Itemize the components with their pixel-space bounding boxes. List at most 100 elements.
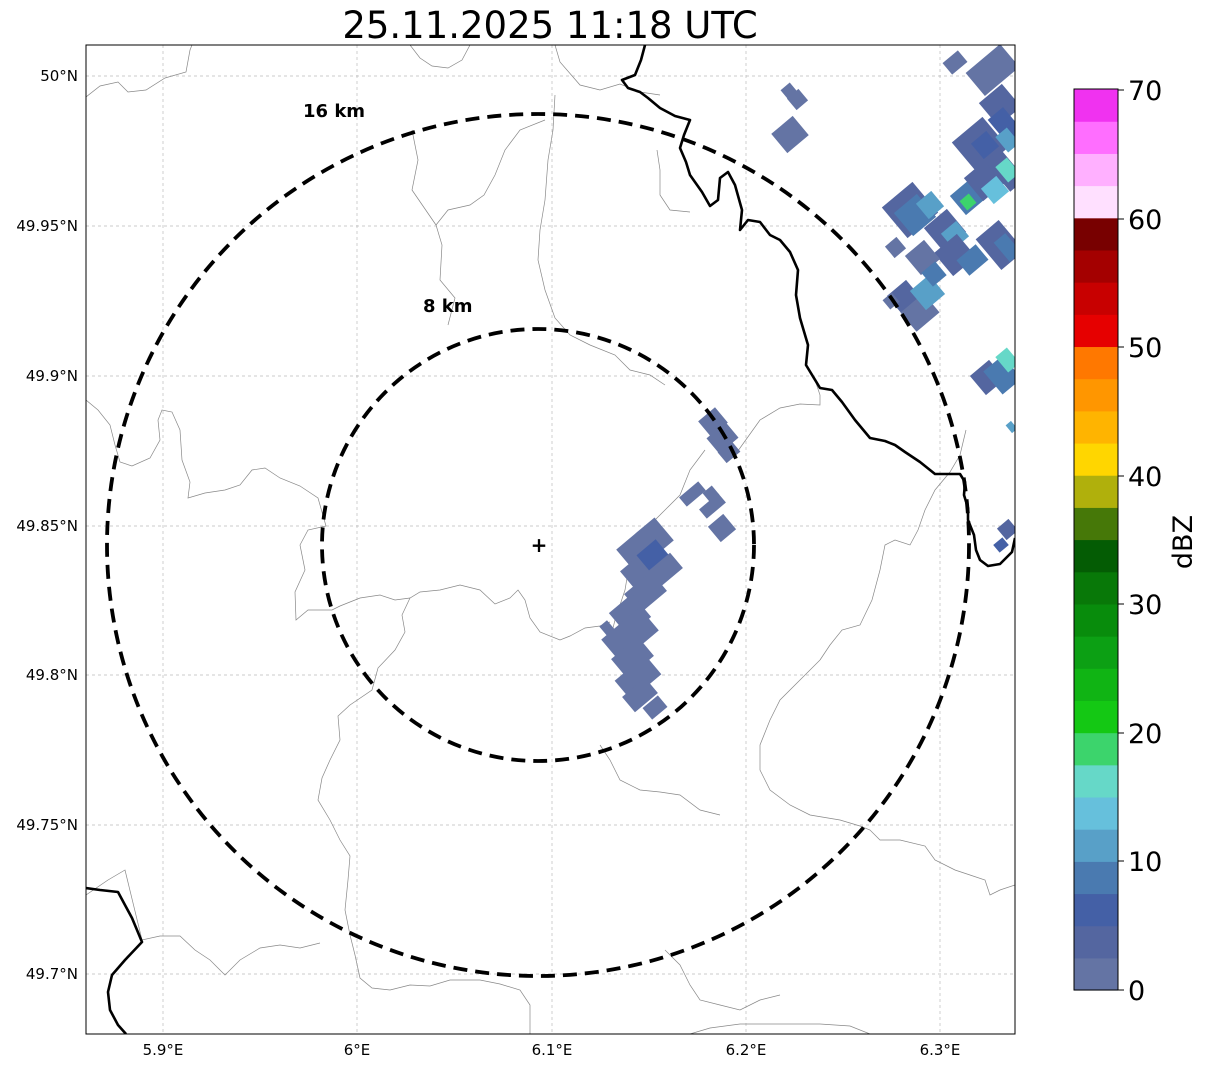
echo-pixel: [699, 493, 726, 519]
echo-pixel: [1005, 420, 1015, 434]
echo-pixel: [702, 485, 720, 503]
echo-pixel: [616, 517, 674, 573]
admin-borders: [86, 45, 1015, 1034]
echo-pixel: [980, 175, 1010, 205]
colorbar-bin: [1074, 410, 1118, 444]
colorbar-frame: [1073, 88, 1119, 991]
colorbar-tick-label: 50: [1128, 333, 1162, 364]
ring-label-16km: 16 km: [303, 101, 365, 122]
map-title: 25.11.2025 11:18 UTC: [342, 4, 758, 47]
colorbar-bin: [1074, 475, 1118, 508]
colorbar-bin: [1074, 764, 1118, 798]
echo-pixel: [614, 655, 662, 700]
lat-tick-label: 50°N: [40, 67, 78, 85]
colorbar-bin: [1074, 249, 1118, 283]
gridlines: [86, 45, 1015, 1034]
colorbar-bin: [1074, 314, 1118, 348]
echo-pixel: [611, 636, 654, 679]
colorbar-bin: [1074, 378, 1118, 412]
colorbar-bin: [1074, 603, 1118, 637]
echo-pixel: [717, 440, 741, 464]
echo-pixel: [599, 620, 615, 636]
colorbar-bin: [1074, 668, 1118, 701]
lat-tick-label: 49.85°N: [16, 517, 78, 535]
echo-pixel: [956, 244, 989, 276]
colorbar-bin: [1074, 925, 1118, 959]
range-rings: [105, 112, 971, 978]
range-ring-16km: [105, 112, 971, 978]
colorbar-bin: [1074, 346, 1118, 380]
echo-pixel: [642, 695, 668, 720]
colorbar-tick-label: 20: [1128, 719, 1162, 750]
colorbar-bin: [1074, 571, 1118, 605]
echo-pixel: [996, 518, 1015, 541]
echo-pixel: [884, 236, 907, 259]
echo-pixel: [983, 355, 1015, 395]
colorbar-bin: [1074, 829, 1118, 862]
colorbar-label: dBZ: [1168, 515, 1199, 569]
lon-tick-label: 5.9°E: [143, 1041, 184, 1059]
colorbar: [1074, 89, 1118, 991]
colorbar-tick-label: 40: [1128, 462, 1162, 493]
echo-pixel: [959, 193, 977, 211]
ring-label-8km: 8 km: [423, 296, 473, 317]
echo-pixel: [601, 607, 659, 663]
range-ring-8km: [320, 327, 756, 763]
colorbar-bin: [1074, 539, 1118, 573]
echo-pixel: [622, 677, 658, 713]
lat-tick-label: 49.75°N: [16, 816, 78, 834]
echo-pixel: [995, 157, 1015, 183]
lat-tick-label: 49.95°N: [16, 217, 78, 235]
lon-tick-label: 6.2°E: [726, 1041, 767, 1059]
colorbar-bin: [1074, 732, 1118, 766]
colorbar-ticks: [1118, 89, 1124, 991]
echo-pixel: [970, 130, 1000, 160]
colorbar-bin: [1074, 185, 1118, 219]
colorbar-bin: [1074, 700, 1118, 734]
map-plot-area: 8 km 16 km +: [86, 45, 1015, 1034]
echo-pixel: [993, 537, 1009, 553]
colorbar-bin: [1074, 153, 1118, 187]
colorbar-bin: [1074, 282, 1118, 315]
colorbar-bin: [1074, 121, 1118, 154]
echo-pixel: [786, 88, 809, 111]
echo-pixel: [707, 513, 737, 543]
echo-pixel: [636, 539, 669, 571]
echo-pixel: [978, 83, 1015, 127]
colorbar-tick-label: 10: [1128, 847, 1162, 878]
map-frame: [85, 44, 1016, 1035]
lat-tick-label: 49.7°N: [26, 965, 78, 983]
colorbar-tick-labels: 0 10 20 30 40 50 60 70: [1128, 76, 1162, 1007]
echo-pixel: [995, 347, 1015, 373]
echo-pixel: [771, 115, 809, 154]
colorbar-tick-label: 70: [1128, 76, 1162, 107]
echo-pixel: [987, 107, 1015, 143]
colorbar-bin: [1074, 507, 1118, 541]
echo-pixel: [679, 481, 706, 507]
colorbar-bin: [1074, 796, 1118, 830]
colorbar-tick-label: 60: [1128, 205, 1162, 236]
echo-pixel: [995, 127, 1015, 153]
echo-pixel: [965, 45, 1015, 96]
lat-tick-label: 49.9°N: [26, 367, 78, 385]
colorbar-bin: [1074, 89, 1118, 122]
colorbar-bin: [1074, 861, 1118, 895]
lat-tick-label: 49.8°N: [26, 666, 78, 684]
echo-pixel: [942, 50, 968, 75]
lon-tick-label: 6.1°E: [532, 1041, 573, 1059]
echo-pixel: [993, 233, 1015, 262]
echo-pixel: [921, 261, 947, 287]
lon-tick-label: 6.3°E: [920, 1041, 961, 1059]
colorbar-bin: [1074, 442, 1118, 476]
colorbar-bin: [1074, 957, 1118, 991]
colorbar-bin: [1074, 636, 1118, 669]
reflectivity-echoes: [599, 45, 1015, 720]
colorbar-tick-label: 0: [1128, 976, 1145, 1007]
colorbar-bin: [1074, 217, 1118, 251]
radar-site-marker: +: [531, 533, 548, 557]
echo-pixel: [698, 407, 728, 437]
longitude-tick-labels: 5.9°E 6°E 6.1°E 6.2°E 6.3°E: [143, 1041, 961, 1059]
country-border: [86, 45, 1015, 1034]
colorbar-tick-label: 30: [1128, 590, 1162, 621]
